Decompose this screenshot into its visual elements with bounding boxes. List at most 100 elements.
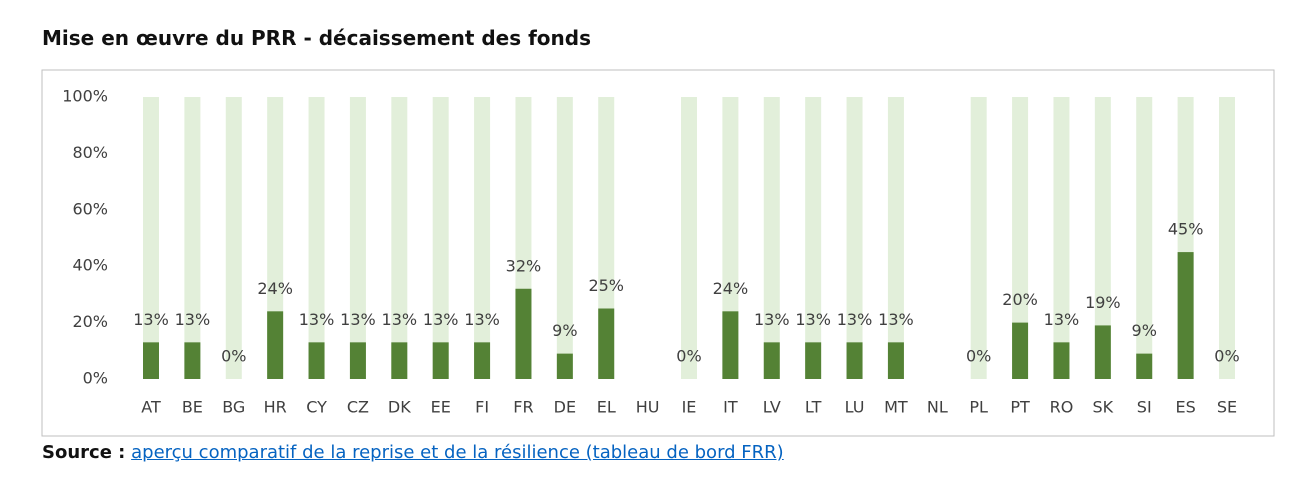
x-tick-label: ES bbox=[1175, 398, 1195, 417]
bar bbox=[143, 342, 159, 379]
x-tick-label: LV bbox=[763, 398, 781, 417]
x-tick-label: BG bbox=[222, 398, 245, 417]
bar bbox=[1219, 97, 1235, 379]
bar bbox=[1094, 97, 1111, 379]
x-tick-label: CY bbox=[306, 398, 327, 417]
x-tick-label: EL bbox=[597, 398, 616, 417]
data-label: 24% bbox=[713, 279, 749, 298]
y-tick-label: 20% bbox=[72, 312, 108, 331]
x-tick-label: SK bbox=[1093, 398, 1114, 417]
bar bbox=[349, 97, 366, 379]
x-tick-label: FI bbox=[475, 398, 489, 417]
data-label: 0% bbox=[221, 347, 246, 366]
bar bbox=[1136, 353, 1153, 379]
bar bbox=[308, 342, 325, 379]
data-label: 13% bbox=[795, 310, 831, 329]
y-tick-label: 40% bbox=[72, 256, 108, 275]
x-tick-label: AT bbox=[141, 398, 161, 417]
data-label: 13% bbox=[340, 310, 376, 329]
bar bbox=[846, 97, 863, 379]
x-tick-label: MT bbox=[884, 398, 908, 417]
bar bbox=[184, 342, 201, 379]
bar bbox=[1053, 97, 1070, 379]
source-link[interactable]: aperçu comparatif de la reprise et de la… bbox=[131, 442, 784, 463]
bar bbox=[722, 311, 739, 379]
bar bbox=[474, 342, 491, 379]
bar bbox=[267, 97, 284, 379]
data-label: 9% bbox=[1132, 321, 1157, 340]
bar bbox=[846, 342, 863, 379]
data-label: 13% bbox=[133, 310, 169, 329]
data-label: 0% bbox=[966, 347, 991, 366]
bar bbox=[391, 97, 408, 379]
bar bbox=[143, 97, 159, 379]
bar bbox=[267, 311, 284, 379]
bar bbox=[184, 97, 201, 379]
bar bbox=[1177, 252, 1194, 379]
y-tick-label: 80% bbox=[72, 143, 108, 162]
x-tick-label: CZ bbox=[347, 398, 369, 417]
data-label: 13% bbox=[878, 310, 914, 329]
bar bbox=[763, 97, 780, 379]
bar bbox=[515, 288, 532, 379]
bar bbox=[556, 353, 573, 379]
bar bbox=[1094, 325, 1111, 379]
bar bbox=[805, 342, 822, 379]
data-label: 13% bbox=[175, 310, 211, 329]
bar bbox=[887, 342, 904, 379]
bar bbox=[805, 97, 822, 379]
bar bbox=[681, 97, 697, 379]
bar bbox=[598, 308, 615, 379]
bar bbox=[432, 97, 449, 379]
data-label: 13% bbox=[382, 310, 418, 329]
bar bbox=[225, 97, 242, 379]
data-label: 45% bbox=[1168, 220, 1204, 239]
bar bbox=[1053, 342, 1070, 379]
bar bbox=[722, 97, 739, 379]
data-label: 13% bbox=[837, 310, 873, 329]
x-tick-label: DK bbox=[388, 398, 411, 417]
data-label: 13% bbox=[1044, 310, 1080, 329]
bar bbox=[432, 342, 449, 379]
source: Source : aperçu comparatif de la reprise… bbox=[42, 442, 784, 463]
x-tick-label: DE bbox=[554, 398, 576, 417]
data-label: 13% bbox=[754, 310, 790, 329]
chart-title: Mise en œuvre du PRR - décaissement des … bbox=[42, 26, 591, 50]
x-tick-label: PT bbox=[1010, 398, 1030, 417]
data-label: 25% bbox=[588, 276, 624, 295]
x-tick-label: IT bbox=[723, 398, 738, 417]
x-tick-label: IE bbox=[682, 398, 697, 417]
data-label: 0% bbox=[1214, 347, 1239, 366]
x-tick-label: PL bbox=[969, 398, 988, 417]
x-tick-label: NL bbox=[927, 398, 948, 417]
bar bbox=[1136, 97, 1153, 379]
y-tick-label: 0% bbox=[83, 369, 108, 388]
x-tick-label: SI bbox=[1137, 398, 1152, 417]
bar bbox=[970, 97, 987, 379]
x-tick-label: SE bbox=[1217, 398, 1237, 417]
data-label: 19% bbox=[1085, 293, 1121, 312]
x-tick-label: HR bbox=[264, 398, 287, 417]
y-tick-label: 100% bbox=[62, 87, 108, 106]
data-label: 0% bbox=[676, 347, 701, 366]
x-tick-label: BE bbox=[182, 398, 203, 417]
x-tick-label: HU bbox=[636, 398, 660, 417]
data-label: 32% bbox=[506, 256, 542, 275]
bar bbox=[308, 97, 325, 379]
x-tick-label: LT bbox=[805, 398, 822, 417]
data-label: 24% bbox=[257, 279, 293, 298]
x-tick-label: EE bbox=[431, 398, 451, 417]
data-label: 13% bbox=[299, 310, 335, 329]
x-tick-label: LU bbox=[845, 398, 865, 417]
bar bbox=[474, 97, 491, 379]
x-tick-label: FR bbox=[513, 398, 533, 417]
bar bbox=[763, 342, 780, 379]
data-label: 13% bbox=[464, 310, 500, 329]
y-tick-label: 60% bbox=[72, 199, 108, 218]
bar bbox=[349, 342, 366, 379]
bar bbox=[1012, 322, 1029, 379]
data-label: 13% bbox=[423, 310, 459, 329]
data-label: 20% bbox=[1002, 290, 1038, 309]
